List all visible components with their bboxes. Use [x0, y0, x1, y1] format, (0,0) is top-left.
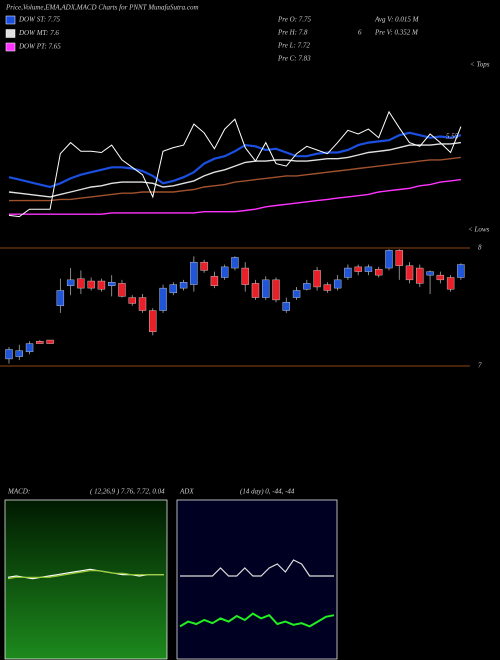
- y-tick-label: 8: [478, 244, 482, 252]
- candle-body: [262, 279, 270, 298]
- candle-body: [190, 261, 198, 285]
- candle-body: [25, 343, 34, 353]
- adx-line: [179, 612, 335, 628]
- candle-body: [36, 341, 44, 344]
- info-text: Avg V: 0.015 M: [374, 16, 420, 24]
- candle-body: [323, 284, 332, 291]
- candle-body: [303, 283, 311, 290]
- candle-body: [66, 279, 75, 286]
- page-title: Price,Volume,EMA,ADX,MACD Charts for PNN…: [5, 4, 199, 12]
- info-text: Pre C: 7.83: [277, 55, 311, 63]
- candle-body: [15, 350, 23, 357]
- candle-body: [354, 266, 362, 272]
- candle-body: [87, 280, 95, 289]
- candle-body: [436, 274, 445, 281]
- legend-swatch: [5, 42, 16, 52]
- ema-line: [9, 156, 461, 202]
- price-line: [8, 110, 462, 218]
- candle-body: [231, 257, 239, 269]
- candle-body: [159, 287, 167, 311]
- candle-body: [210, 276, 219, 286]
- candle-body: [385, 250, 393, 269]
- candle-body: [416, 267, 424, 284]
- candle-body: [138, 297, 147, 311]
- candle-body: [375, 269, 383, 276]
- info-text: Pre L: 7.72: [277, 42, 310, 50]
- candle-body: [220, 266, 229, 278]
- candle-body: [46, 339, 54, 344]
- legend-label: DOW PT: 7.65: [18, 43, 61, 51]
- candle-body: [251, 283, 260, 298]
- adx-line: [180, 559, 334, 577]
- panel-label: ADX: [179, 488, 194, 496]
- candle-body: [457, 264, 465, 278]
- candle-body: [395, 250, 403, 266]
- candle-body: [97, 280, 106, 290]
- candle-body: [5, 349, 13, 360]
- candle-body: [405, 265, 414, 281]
- info-text: Pre V: 0.352 M: [374, 29, 419, 37]
- ema-line: [9, 178, 461, 215]
- macd-panel: [4, 499, 168, 660]
- candle-body: [344, 267, 352, 278]
- candle-body: [200, 261, 208, 271]
- macd-line: [7, 568, 164, 580]
- panel-label: MACD:: [7, 488, 30, 496]
- candle-body: [107, 282, 116, 286]
- y-tick-label: 7: [478, 362, 482, 370]
- candle-body: [446, 277, 455, 290]
- candle-body: [56, 290, 65, 307]
- annotation: 5.55: [446, 133, 459, 141]
- candle-body: [333, 279, 342, 289]
- ema-line: [8, 141, 461, 198]
- legend-swatch: [5, 29, 16, 38]
- candle-body: [272, 279, 280, 301]
- candle-body: [77, 278, 85, 289]
- candle-body: [169, 284, 178, 294]
- legend-label: DOW ST: 7.75: [18, 16, 61, 24]
- panel-params: ( 12,26,9 ) 7.76, 7.72, 0.04: [90, 488, 165, 496]
- candle-body: [292, 290, 301, 298]
- panel-params: (14 day) 0, -44, -44: [240, 488, 295, 496]
- candle-body: [149, 310, 157, 332]
- ema-line: [8, 131, 462, 189]
- candle-body: [241, 267, 249, 285]
- candle-body: [282, 302, 290, 311]
- candle-body: [179, 282, 188, 289]
- info-text: Pre H: 7.8: [277, 29, 308, 37]
- macd-line: [7, 570, 164, 580]
- annotation: < Tops: [470, 61, 490, 69]
- info-text: Pre O: 7.75: [277, 16, 311, 24]
- candle-body: [128, 297, 136, 304]
- adx-panel: [176, 499, 338, 660]
- candle-body: [313, 270, 321, 288]
- legend-swatch: [5, 15, 16, 25]
- candle-body: [426, 271, 434, 276]
- legend-label: DOW MT: 7.6: [18, 29, 59, 37]
- candle-body: [118, 283, 126, 297]
- candle-body: [364, 266, 373, 272]
- annotation: < Lows: [468, 226, 490, 234]
- info-text: 6: [358, 29, 362, 37]
